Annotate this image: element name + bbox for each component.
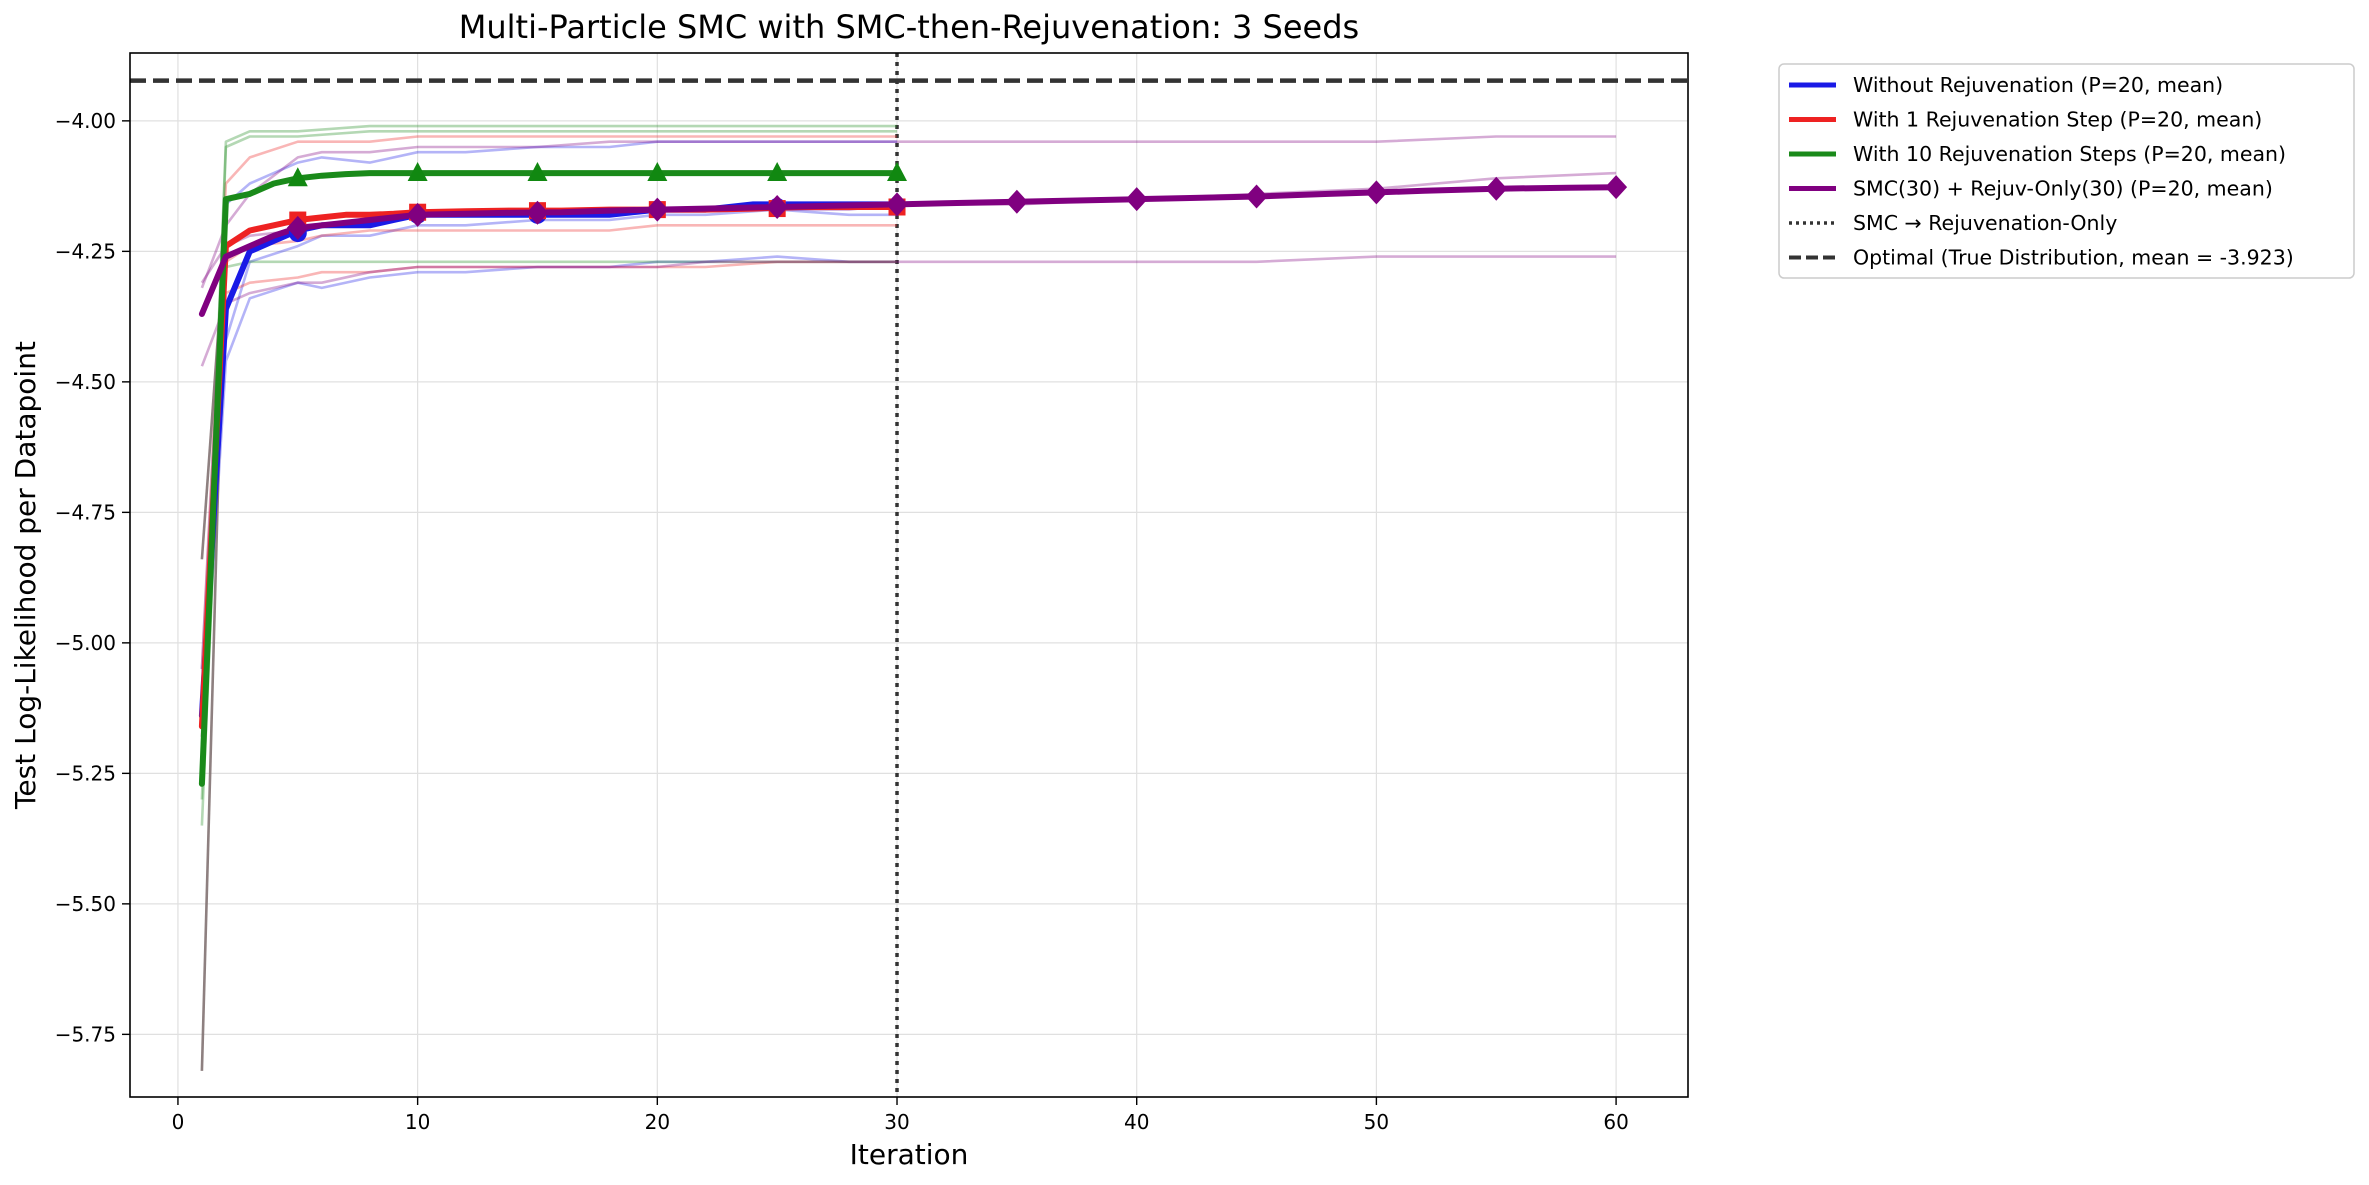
legend-label: Optimal (True Distribution, mean = -3.92… [1853,246,2294,270]
plot-frame [129,52,1689,1098]
smc-30-rejuv-only-30-p-20-mean-marker [1005,189,1028,214]
y-tick-label: −5.00 [55,631,116,655]
without-rejuvenation-p-20-mean-seed-line [200,140,897,670]
legend-label: Without Rejuvenation (P=20, mean) [1853,73,2223,97]
smc-30-rejuv-only-30-p-20-mean-seed-line [200,135,1617,289]
with-10-rejuvenation-steps-p-20-mean-marker [887,162,908,182]
chart-title: Multi-Particle SMC with SMC-then-Rejuven… [459,8,1359,46]
x-tick-label: 10 [405,1110,430,1134]
with-1-rejuvenation-step-p-20-mean-seed-line [200,260,897,779]
with-10-rejuvenation-steps-p-20-mean-mean-line [198,170,900,787]
smc-30-rejuv-only-30-p-20-mean-marker [406,202,429,227]
y-tick-label: −4.00 [55,109,116,133]
x-axis-ticks: 0 10 20 30 40 50 60 [172,1097,1629,1134]
smc-30-rejuv-only-30-p-20-mean-marker [766,194,789,219]
legend-label: SMC(30) + Rejuv-Only(30) (P=20, mean) [1853,177,2273,201]
legend: Without Rejuvenation (P=20, mean) With 1 … [1778,63,2355,279]
x-axis-label: Iteration [850,1138,969,1171]
y-tick-label: −4.50 [55,370,116,394]
legend-box [1778,63,2355,279]
y-tick-label: −5.75 [55,1022,116,1046]
with-10-rejuvenation-steps-p-20-mean-marker [767,162,788,182]
reference-lines [130,53,1688,1097]
y-tick-label: −4.75 [55,500,116,524]
legend-label: SMC → Rejuvenation-Only [1853,211,2117,235]
grid [130,53,1688,1097]
legend-label: With 10 Rejuvenation Steps (P=20, mean) [1853,142,2286,166]
x-tick-label: 50 [1364,1110,1389,1134]
smc-30-rejuv-only-30-p-20-mean-marker [1125,187,1148,212]
with-1-rejuvenation-step-p-20-mean-seed-line [200,135,897,670]
with-1-rejuvenation-step-p-20-mean-seed-line [200,224,897,737]
y-axis-label: Test Log-Likelihood per Datapoint [9,341,42,810]
with-10-rejuvenation-steps-p-20-mean-marker [287,167,308,187]
without-rejuvenation-p-20-mean-seed-line [200,208,897,737]
smc-30-rejuv-only-30-p-20-mean-marker [886,192,909,217]
x-tick-label: 60 [1603,1110,1628,1134]
without-rejuvenation-p-20-mean-seed-line [200,255,897,748]
smc-30-rejuv-only-30-p-20-mean-marker [1485,176,1508,201]
series-markers [286,162,1628,243]
smc-30-rejuv-only-30-p-20-mean-marker [1365,180,1388,205]
smc-30-rejuv-only-30-p-20-mean-marker [646,197,669,222]
x-tick-label: 0 [172,1110,185,1134]
with-10-rejuvenation-steps-p-20-mean-seed-line [200,124,897,748]
seed-lines [200,124,1617,1071]
x-tick-label: 40 [1124,1110,1149,1134]
smc-30-rejuv-only-30-p-20-mean-marker [1245,184,1268,209]
smc-30-rejuv-only-30-p-20-mean-marker [286,215,309,240]
x-tick-label: 30 [884,1110,909,1134]
without-rejuvenation-p-20-mean-mean-line [198,201,900,719]
smc-30-rejuv-only-30-p-20-mean-mean-line [198,184,1620,317]
with-10-rejuvenation-steps-p-20-mean-seed-line [200,260,897,826]
y-axis-ticks: −4.00 −4.25 −4.50 −4.75 −5.00 −5.25 −5.50 −5.75 [55,109,130,1046]
with-10-rejuvenation-steps-p-20-mean-marker [407,162,428,182]
mean-lines [198,170,1620,787]
smc-30-rejuv-only-30-p-20-mean-seed-line [200,255,1617,367]
y-tick-label: −5.50 [55,892,116,916]
x-tick-label: 20 [645,1110,670,1134]
y-tick-label: −4.25 [55,239,116,263]
y-tick-label: −5.25 [55,761,116,785]
with-10-rejuvenation-steps-p-20-mean-marker [647,162,668,182]
with-10-rejuvenation-steps-p-20-mean-marker [527,162,548,182]
smc-30-rejuv-only-30-p-20-mean-marker [1605,175,1628,200]
with-10-rejuvenation-steps-p-20-mean-seed-line [200,130,897,800]
smc-30-rejuv-only-30-p-20-mean-marker [526,200,549,225]
legend-label: With 1 Rejuvenation Step (P=20, mean) [1853,108,2262,132]
